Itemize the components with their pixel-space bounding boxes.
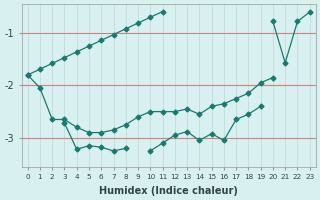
X-axis label: Humidex (Indice chaleur): Humidex (Indice chaleur) <box>99 186 238 196</box>
